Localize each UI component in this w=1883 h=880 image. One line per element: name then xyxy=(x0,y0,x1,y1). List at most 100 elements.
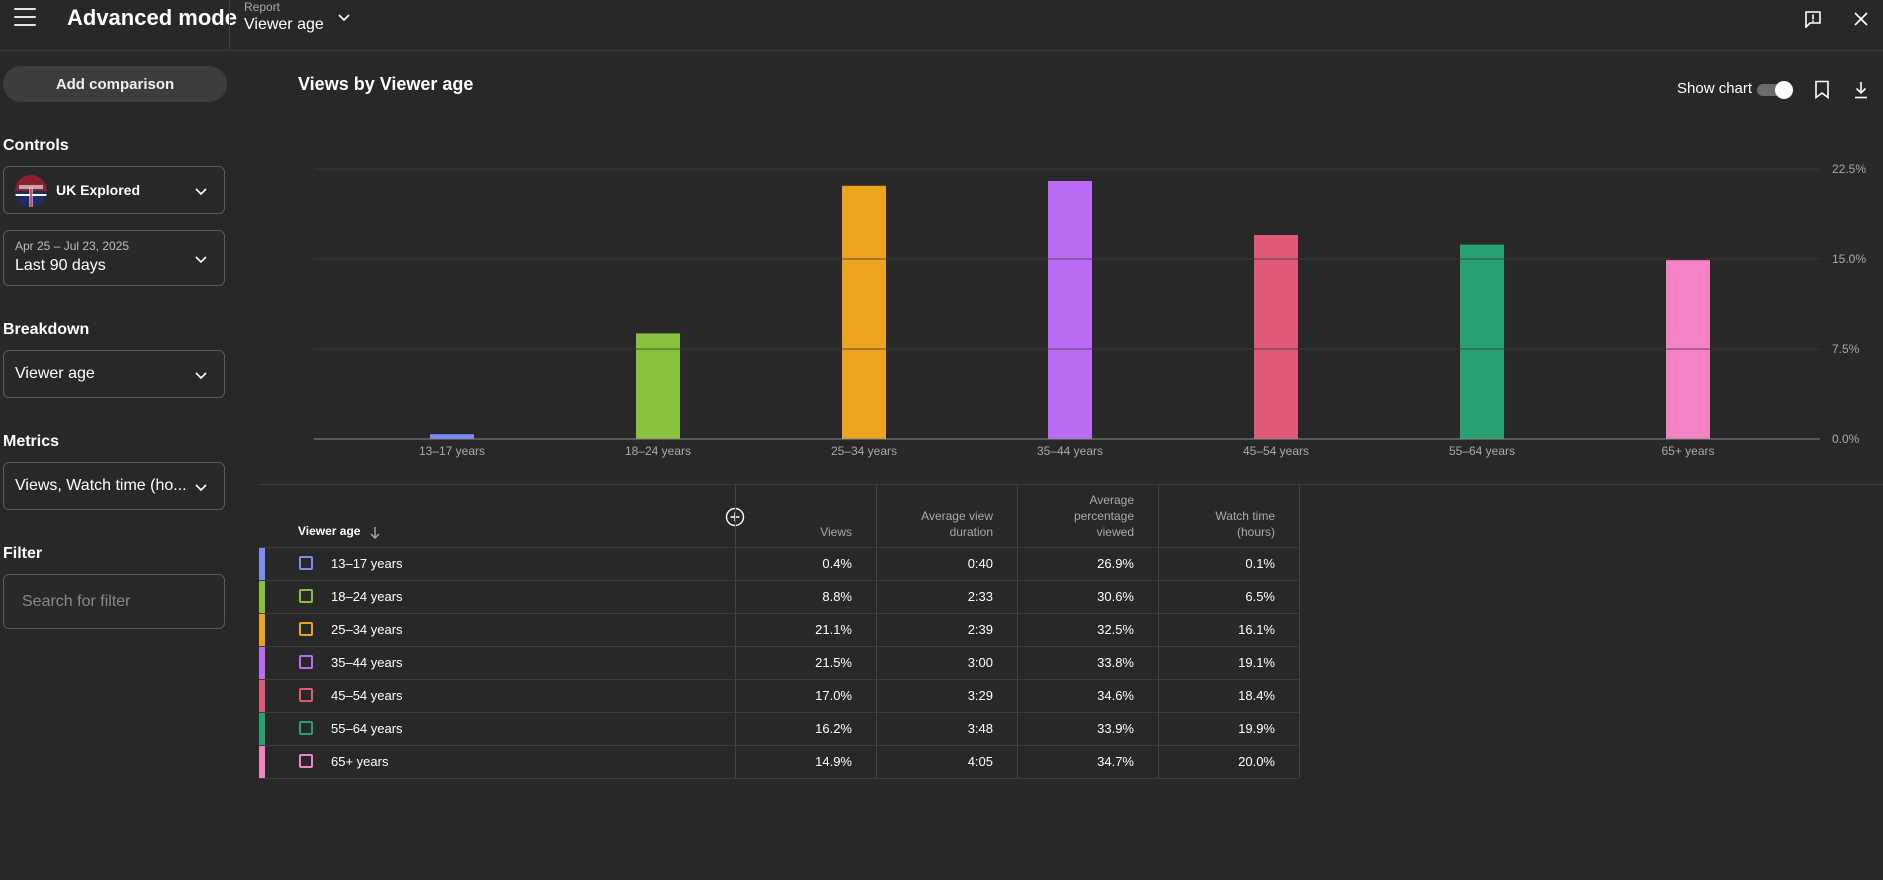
cell-views: 8.8% xyxy=(822,589,852,604)
cell-apv: 33.9% xyxy=(1097,721,1134,736)
cell-views: 14.9% xyxy=(815,754,852,769)
column-divider xyxy=(1299,484,1300,778)
date-range-selector[interactable]: Apr 25 – Jul 23, 2025 Last 90 days xyxy=(3,230,225,286)
controls-label: Controls xyxy=(3,137,69,154)
y-tick-label: 7.5% xyxy=(1832,342,1860,356)
row-color-indicator xyxy=(259,581,265,613)
bar-0[interactable] xyxy=(430,434,474,439)
header-divider xyxy=(229,0,230,49)
bookmark-icon[interactable] xyxy=(1814,80,1830,99)
x-tick-label: 18–24 years xyxy=(625,444,691,458)
cell-avd: 3:00 xyxy=(967,655,993,670)
table-row[interactable]: 25–34 years 21.1% 2:39 32.5% 16.1% xyxy=(259,614,1299,647)
cell-views: 21.5% xyxy=(815,655,852,670)
cell-apv: 32.5% xyxy=(1097,622,1134,637)
cell-watch: 0.1% xyxy=(1245,556,1275,571)
add-comparison-button[interactable]: Add comparison xyxy=(3,66,227,102)
x-tick-label: 25–34 years xyxy=(831,444,897,458)
column-divider xyxy=(1158,484,1159,778)
cell-avd: 3:29 xyxy=(967,688,993,703)
chevron-down-icon[interactable] xyxy=(337,10,351,24)
cell-views: 16.2% xyxy=(815,721,852,736)
row-checkbox[interactable] xyxy=(299,754,313,768)
row-color-indicator xyxy=(259,680,265,712)
table-row[interactable]: 45–54 years 17.0% 3:29 34.6% 18.4% xyxy=(259,680,1299,713)
show-chart-label: Show chart xyxy=(1677,80,1753,97)
channel-avatar xyxy=(15,175,47,207)
cell-avd: 2:39 xyxy=(967,622,993,637)
cell-views: 21.1% xyxy=(815,622,852,637)
x-tick-label: 35–44 years xyxy=(1037,444,1103,458)
header-row-border xyxy=(259,547,1299,548)
row-color-indicator xyxy=(259,614,265,646)
chart-title: Views by Viewer age xyxy=(298,74,474,94)
cell-views: 17.0% xyxy=(815,688,852,703)
column-header-average-percentage-viewed[interactable]: Average percentage viewed xyxy=(1073,493,1134,539)
table-divider xyxy=(259,484,1883,485)
cell-watch: 19.9% xyxy=(1238,721,1275,736)
column-header-average-view-duration[interactable]: Average view duration xyxy=(921,509,993,539)
row-color-indicator xyxy=(259,548,265,580)
sort-down-arrow-icon[interactable] xyxy=(369,526,381,540)
column-divider xyxy=(735,484,736,778)
feedback-icon[interactable] xyxy=(1804,10,1822,28)
row-checkbox[interactable] xyxy=(299,688,313,702)
column-header-watch-time[interactable]: Watch time (hours) xyxy=(1215,509,1275,539)
table-row[interactable]: 55–64 years 16.2% 3:48 33.9% 19.9% xyxy=(259,713,1299,746)
cell-watch: 16.1% xyxy=(1238,622,1275,637)
row-label: 45–54 years xyxy=(331,688,403,703)
row-color-indicator xyxy=(259,713,265,745)
cell-watch: 19.1% xyxy=(1238,655,1275,670)
table-row[interactable]: 65+ years 14.9% 4:05 34.7% 20.0% xyxy=(259,746,1299,779)
views-bar-chart: 0.0% 7.5% 15.0% 22.5% 13–17 years 18–24 years… xyxy=(314,162,1866,458)
breakdown-label: Breakdown xyxy=(3,321,90,338)
channel-selector[interactable]: UK Explored xyxy=(3,166,225,214)
channel-name: UK Explored xyxy=(56,182,141,198)
chevron-down-icon xyxy=(195,372,207,380)
row-color-indicator xyxy=(259,746,265,778)
column-header-views[interactable]: Views xyxy=(820,525,852,539)
page-title: Advanced mode xyxy=(67,5,237,30)
table-row[interactable]: 18–24 years 8.8% 2:33 30.6% 6.5% xyxy=(259,581,1299,614)
y-tick-label: 0.0% xyxy=(1832,432,1860,446)
bar-6[interactable] xyxy=(1666,260,1710,439)
row-checkbox[interactable] xyxy=(299,589,313,603)
hamburger-menu-icon[interactable] xyxy=(14,8,36,26)
bar-2[interactable] xyxy=(842,185,886,439)
row-checkbox[interactable] xyxy=(299,622,313,636)
table-row[interactable]: 13–17 years 0.4% 0:40 26.9% 0.1% xyxy=(259,548,1299,581)
row-color-indicator xyxy=(259,647,265,679)
row-checkbox[interactable] xyxy=(299,556,313,570)
y-tick-label: 15.0% xyxy=(1832,252,1866,266)
breakdown-value: Viewer age xyxy=(15,365,95,382)
chevron-down-icon xyxy=(195,188,207,196)
cell-apv: 33.8% xyxy=(1097,655,1134,670)
bar-1[interactable] xyxy=(636,333,680,439)
bar-4[interactable] xyxy=(1254,235,1298,439)
cell-avd: 3:48 xyxy=(967,721,993,736)
breakdown-selector[interactable]: Viewer age xyxy=(3,350,225,398)
filter-label: Filter xyxy=(3,545,43,562)
row-checkbox[interactable] xyxy=(299,655,313,669)
filter-search-input[interactable] xyxy=(3,574,225,629)
close-icon[interactable] xyxy=(1853,11,1869,27)
table-row[interactable]: 35–44 years 21.5% 3:00 33.8% 19.1% xyxy=(259,647,1299,680)
column-divider xyxy=(876,484,877,778)
bar-5[interactable] xyxy=(1460,244,1504,439)
x-tick-label: 55–64 years xyxy=(1449,444,1515,458)
column-header-viewer-age[interactable]: Viewer age xyxy=(298,524,361,538)
report-selector[interactable]: Viewer age xyxy=(244,16,324,33)
column-divider xyxy=(1017,484,1018,778)
cell-watch: 18.4% xyxy=(1238,688,1275,703)
bar-3[interactable] xyxy=(1048,181,1092,439)
show-chart-toggle[interactable] xyxy=(1757,81,1793,99)
row-checkbox[interactable] xyxy=(299,721,313,735)
x-tick-label: 13–17 years xyxy=(419,444,485,458)
metrics-selector[interactable]: Views, Watch time (ho... xyxy=(3,462,225,510)
download-icon[interactable] xyxy=(1853,81,1869,99)
cell-apv: 34.7% xyxy=(1097,754,1134,769)
x-tick-label: 65+ years xyxy=(1661,444,1714,458)
cell-watch: 20.0% xyxy=(1238,754,1275,769)
date-preset-text: Last 90 days xyxy=(15,257,106,274)
chevron-down-icon xyxy=(195,256,207,264)
